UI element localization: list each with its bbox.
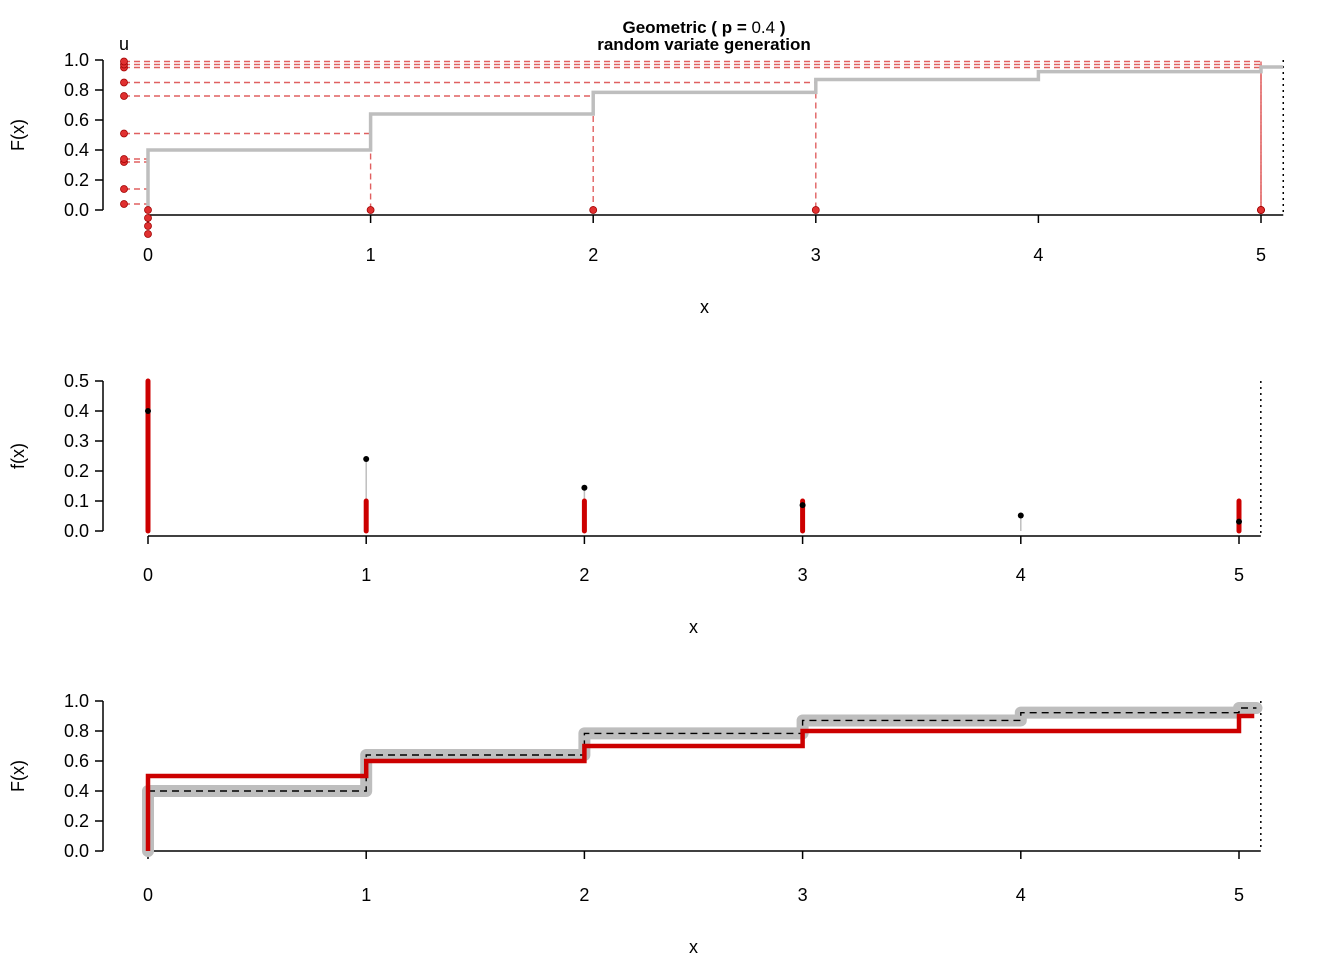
y-tick-label: 0.1	[64, 491, 89, 511]
x-axis-title: x	[700, 297, 709, 317]
variate-point	[1257, 206, 1265, 214]
u-point	[120, 92, 128, 100]
y-tick-label: 0.4	[64, 781, 89, 801]
y-axis-title: F(x)	[8, 760, 28, 792]
y-tick-label: 0.0	[64, 841, 89, 861]
x-tick-label: 1	[361, 885, 371, 905]
x-tick-label: 0	[143, 245, 153, 265]
u-point	[120, 200, 128, 208]
y-tick-label: 0.8	[64, 80, 89, 100]
y-tick-label: 0.5	[64, 371, 89, 391]
u-point	[120, 78, 128, 87]
u-axis-label: u	[119, 34, 129, 54]
y-tick-label: 0.0	[64, 200, 89, 220]
y-tick-label: 1.0	[64, 691, 89, 711]
x-tick-label: 4	[1016, 885, 1026, 905]
variate-point	[589, 206, 598, 214]
x-tick-label: 2	[579, 885, 589, 905]
pmf-panel: 0.0 0.1 0.2 0.3 0.4 0.5 0 1 2 3 4 5 x f(x)	[8, 371, 1262, 637]
cdf-inversion-panel: 0.0 0.2 0.4 0.6 0.8 1.0 0 1 2 3 4 5 x F(x) u	[8, 34, 1285, 317]
theoretical-pmf-point	[581, 484, 588, 491]
theoretical-cdf-line	[146, 65, 1284, 210]
u-point	[120, 185, 128, 193]
variate-point	[144, 222, 152, 230]
x-tick-label: 0	[143, 565, 153, 585]
theoretical-pmf-point	[1017, 512, 1024, 519]
y-tick-label: 0.3	[64, 431, 89, 451]
variate-point	[144, 206, 152, 214]
variate-point	[144, 214, 152, 222]
u-point	[120, 57, 128, 66]
chart-title-line2: random variate generation	[597, 35, 811, 54]
x-tick-label: 2	[579, 565, 589, 585]
x-tick-label: 4	[1016, 565, 1026, 585]
x-axis-title: x	[689, 617, 698, 637]
x-tick-label: 1	[361, 565, 371, 585]
y-axis-title: F(x)	[8, 119, 28, 151]
x-axis-title: x	[689, 937, 698, 957]
y-tick-label: 0.4	[64, 140, 89, 160]
x-tick-label: 5	[1234, 565, 1244, 585]
y-tick-label: 0.2	[64, 461, 89, 481]
x-tick-label: 4	[1033, 245, 1043, 265]
chart-title-line1: Geometric ( p = 0.4 )	[623, 18, 786, 37]
y-tick-label: 0.6	[64, 751, 89, 771]
x-tick-label: 3	[798, 885, 808, 905]
x-tick-label: 2	[588, 245, 598, 265]
theoretical-pmf-point	[363, 456, 370, 462]
y-tick-label: 0.4	[64, 401, 89, 421]
x-tick-label: 1	[366, 245, 376, 265]
variate-point	[144, 230, 152, 238]
y-tick-label: 0.8	[64, 721, 89, 741]
u-point	[120, 155, 128, 163]
variate-point	[366, 206, 375, 214]
x-tick-label: 3	[811, 245, 821, 265]
y-tick-label: 0.6	[64, 110, 89, 130]
theoretical-pmf-point	[145, 408, 151, 414]
theoretical-pmf-point	[799, 502, 806, 509]
cdf-comparison-panel: 0.0 0.2 0.4 0.6 0.8 1.0 0 1 2 3 4 5 x F(x)	[8, 691, 1263, 957]
variate-point	[811, 206, 820, 214]
x-tick-label: 3	[798, 565, 808, 585]
empirical-cdf-line	[145, 713, 1255, 851]
x-tick-label: 0	[143, 885, 153, 905]
y-tick-label: 0.2	[64, 170, 89, 190]
y-tick-label: 1.0	[64, 50, 89, 70]
y-tick-label: 0.2	[64, 811, 89, 831]
y-axis-title: f(x)	[8, 443, 28, 469]
u-point	[120, 129, 128, 138]
x-tick-label: 5	[1256, 245, 1266, 265]
y-tick-label: 0.0	[64, 521, 89, 541]
theoretical-pmf-point	[1236, 518, 1242, 525]
x-tick-label: 5	[1234, 885, 1244, 905]
